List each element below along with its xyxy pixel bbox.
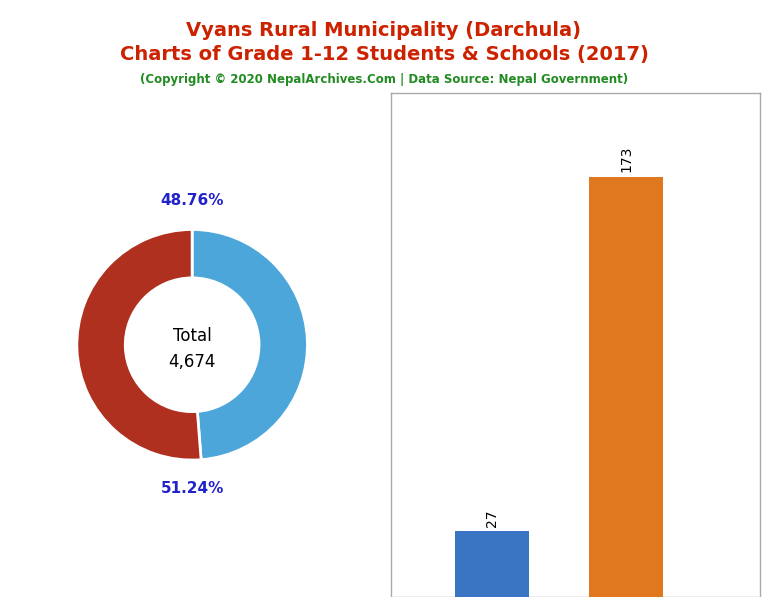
Text: 27: 27 [485,509,499,527]
Text: 173: 173 [619,146,633,172]
Text: Charts of Grade 1-12 Students & Schools (2017): Charts of Grade 1-12 Students & Schools … [120,45,648,64]
Text: 48.76%: 48.76% [161,193,224,208]
Text: (Copyright © 2020 NepalArchives.Com | Data Source: Nepal Government): (Copyright © 2020 NepalArchives.Com | Da… [140,73,628,86]
Text: 51.24%: 51.24% [161,481,223,496]
Bar [455,531,529,597]
Wedge shape [192,229,307,460]
Text: 4,674: 4,674 [168,353,216,371]
Wedge shape [77,229,201,460]
Text: Vyans Rural Municipality (Darchula): Vyans Rural Municipality (Darchula) [187,21,581,40]
Bar [589,177,663,597]
Text: Total: Total [173,327,211,344]
